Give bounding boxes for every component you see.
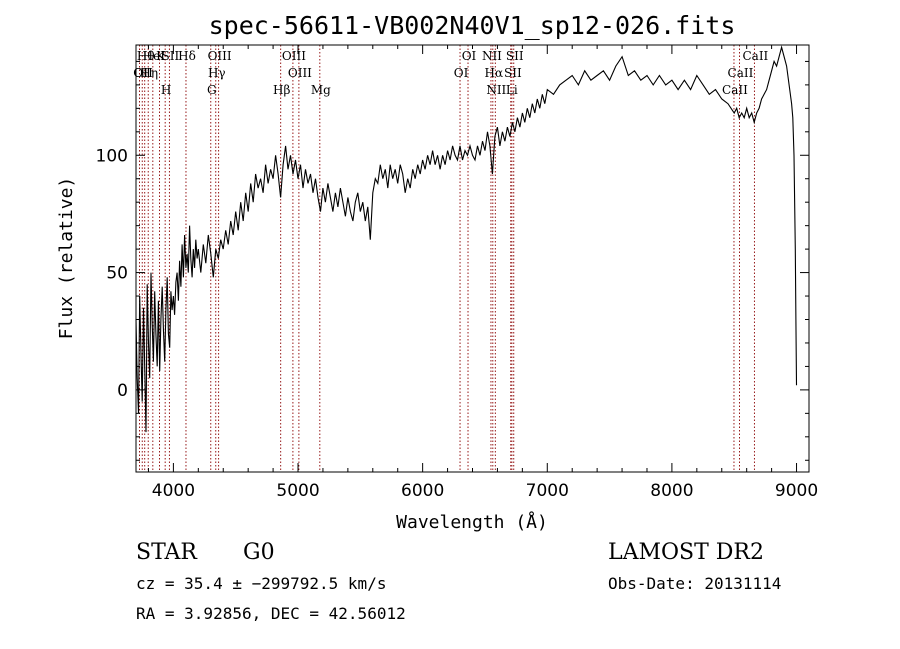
line-label-oi: OI xyxy=(462,49,477,63)
y-axis: 0 50 100 xyxy=(96,60,809,461)
x-tick-label: 5000 xyxy=(276,481,319,501)
redshift-velocity: cz = 35.4 ± −299792.5 km/s xyxy=(136,574,386,593)
line-label-k: K xyxy=(156,49,166,63)
y-tick-label: 0 xyxy=(117,381,128,401)
y-axis-label: Flux (relative) xyxy=(56,177,77,340)
line-label-hα: Hα xyxy=(485,66,504,80)
line-label-h: H xyxy=(161,83,171,97)
line-label-caii: CaII xyxy=(742,49,768,63)
chart-title: spec-56611-VB002N40V1_sp12-026.fits xyxy=(209,11,736,40)
spectral-line-markers xyxy=(139,45,755,472)
x-axis: 4000 5000 6000 7000 8000 9000 xyxy=(147,45,818,501)
x-tick-label: 4000 xyxy=(152,481,195,501)
line-label-g: G xyxy=(207,83,217,97)
spectrum-curve xyxy=(135,45,798,433)
spectral-line-labels: OIIHηHθOIHeIKHSIIHδGHγOIIIHβOIIIOIIIMgOI… xyxy=(133,49,768,97)
line-label-hθ: Hθ xyxy=(137,49,155,63)
line-label-hβ: Hβ xyxy=(273,83,290,97)
line-label-oiii: OIII xyxy=(282,49,306,63)
object-class: STAR xyxy=(136,540,198,565)
line-label-hγ: Hγ xyxy=(208,66,226,80)
survey-name: LAMOST DR2 xyxy=(608,540,764,565)
x-tick-label: 6000 xyxy=(401,481,444,501)
line-label-nii: NII xyxy=(486,83,506,97)
line-label-oiii: OIII xyxy=(288,66,312,80)
object-subclass: G0 xyxy=(243,540,275,565)
line-label-hη: Hη xyxy=(140,66,158,80)
line-label-oii: OII xyxy=(134,66,154,80)
line-label-caii: CaII xyxy=(728,66,754,80)
line-label-oi: OI xyxy=(133,66,148,80)
line-label-li: Li xyxy=(506,83,518,97)
x-tick-label: 7000 xyxy=(526,481,569,501)
x-tick-label: 9000 xyxy=(775,481,818,501)
ra-dec: RA = 3.92856, DEC = 42.56012 xyxy=(136,604,406,623)
observation-date: Obs-Date: 20131114 xyxy=(608,574,781,593)
line-label-oi: OI xyxy=(454,66,469,80)
x-axis-label: Wavelength (Å) xyxy=(396,511,548,533)
line-label-hδ: Hδ xyxy=(178,49,196,63)
line-label-sii: SII xyxy=(506,49,524,63)
line-label-nii: NII xyxy=(482,49,502,63)
line-label-oiii: OIII xyxy=(208,49,232,63)
x-tick-label: 8000 xyxy=(650,481,693,501)
line-label-sii: SII xyxy=(504,66,522,80)
plot-frame xyxy=(135,44,810,473)
line-label-caii: CaII xyxy=(722,83,748,97)
line-label-sii: SII xyxy=(162,49,180,63)
y-tick-label: 50 xyxy=(106,264,128,284)
line-label-mg: Mg xyxy=(311,83,331,97)
y-tick-label: 100 xyxy=(96,146,128,166)
line-label-hei: HeI xyxy=(143,49,166,63)
